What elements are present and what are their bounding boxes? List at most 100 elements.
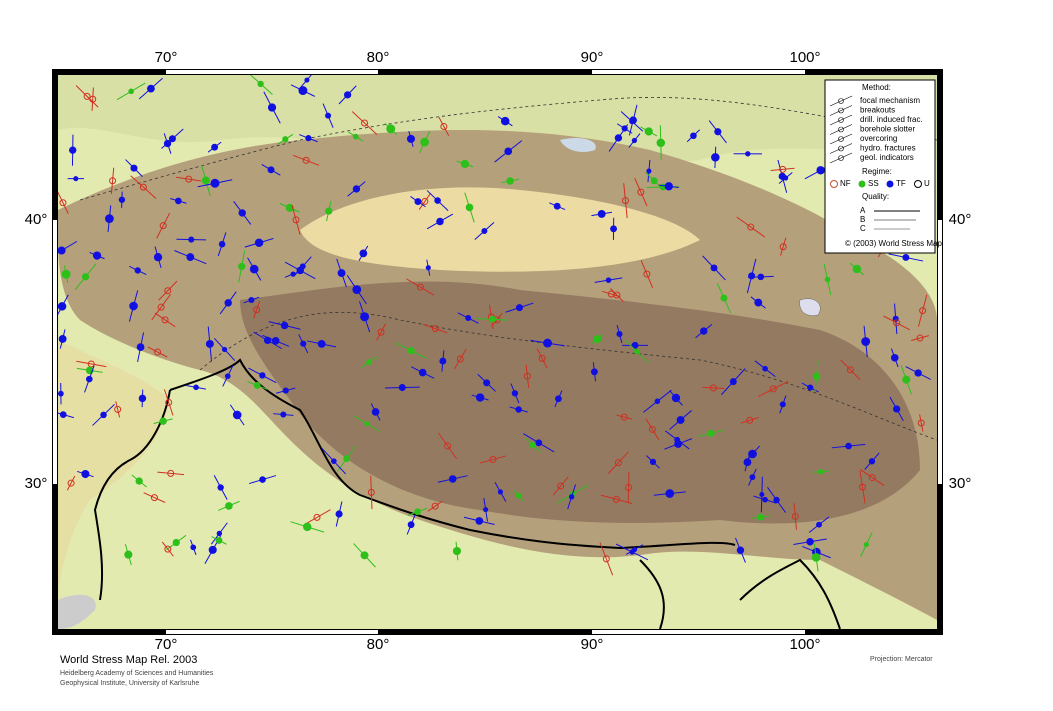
stress-dot — [610, 225, 618, 233]
lon-label: 100° — [789, 49, 820, 66]
stress-bar — [757, 380, 789, 398]
lon-label: 70° — [155, 49, 178, 66]
stress-dot — [407, 521, 415, 529]
stress-dot — [890, 353, 899, 362]
stress-dot — [497, 489, 504, 495]
stress-bar — [453, 348, 467, 370]
stress-dot — [816, 166, 825, 175]
stress-dot — [637, 188, 645, 196]
method-symbol — [838, 145, 844, 152]
stress-bar — [634, 178, 648, 207]
stress-dot — [92, 251, 102, 260]
stress-dot — [779, 401, 786, 408]
stress-dot — [779, 243, 787, 251]
stress-bar — [351, 111, 378, 135]
stress-dot — [893, 319, 901, 327]
stress-dot — [555, 395, 562, 403]
stress-bar — [736, 216, 766, 238]
stress-dot — [361, 119, 369, 127]
stress-dot — [186, 253, 195, 262]
stress-dot — [360, 551, 369, 560]
stress-dot — [205, 339, 214, 348]
stress-dot — [919, 307, 927, 315]
stress-dot — [674, 436, 681, 443]
method-symbol — [829, 124, 853, 135]
stress-dot — [791, 512, 799, 520]
stress-dot — [515, 492, 522, 499]
stress-dot — [620, 413, 628, 421]
stress-bar — [779, 237, 787, 256]
stress-dot — [649, 458, 657, 466]
stress-bar — [770, 167, 795, 171]
stress-dot — [416, 283, 424, 291]
stress-dot — [676, 416, 685, 424]
stress-bar — [623, 183, 628, 219]
stress-bar — [422, 323, 448, 334]
stress-dot — [757, 273, 765, 281]
stress-dot — [664, 182, 674, 191]
stress-dot — [313, 513, 321, 521]
stress-dot — [846, 366, 854, 374]
stress-dot — [614, 134, 623, 142]
stress-dot — [690, 132, 697, 140]
stress-dot — [208, 545, 217, 554]
stress-dot — [535, 439, 543, 447]
stress-dot — [481, 228, 488, 234]
stress-dot — [650, 177, 658, 185]
stress-dot — [720, 294, 728, 302]
stress-dot — [352, 185, 361, 193]
method-symbol — [829, 95, 853, 107]
stress-dot — [597, 209, 606, 218]
stress-bar — [115, 401, 121, 418]
stress-dot — [352, 133, 359, 140]
stress-dot — [783, 175, 789, 181]
stress-dot — [61, 269, 71, 279]
legend-item: hydro. fractures — [860, 144, 916, 153]
stress-dot — [58, 390, 64, 397]
stress-markers — [58, 75, 931, 576]
stress-dot — [460, 159, 470, 169]
stress-dot — [818, 468, 824, 475]
stress-dot — [500, 116, 510, 126]
stress-dot — [648, 425, 656, 433]
stress-dot — [745, 151, 751, 157]
stress-dot — [337, 269, 346, 278]
stress-dot — [523, 372, 531, 380]
stress-dot — [331, 458, 337, 464]
stress-bar — [740, 416, 759, 424]
stress-dot — [238, 262, 246, 271]
stress-dot — [225, 502, 233, 510]
stress-dot — [105, 214, 114, 224]
stress-dot — [59, 199, 67, 207]
stress-dot — [448, 475, 457, 483]
stress-dot — [917, 419, 925, 427]
lon-label: 90° — [581, 49, 604, 66]
stress-dot — [762, 365, 768, 372]
stress-dot — [124, 550, 133, 559]
stress-dot — [852, 264, 862, 274]
stress-dot — [267, 103, 277, 112]
stress-dot — [444, 442, 452, 450]
stress-dot — [621, 125, 628, 132]
stress-dot — [475, 517, 484, 525]
stress-dot — [248, 296, 255, 304]
stress-dot — [621, 197, 629, 205]
lon-label: 100° — [789, 636, 820, 653]
stress-bar — [610, 288, 624, 303]
stress-dot — [172, 538, 180, 547]
stress-dot — [590, 368, 598, 376]
stress-dot — [224, 373, 231, 379]
stress-dot — [232, 410, 242, 420]
lon-label: 80° — [367, 49, 390, 66]
stress-dot — [168, 135, 176, 143]
stress-dot — [81, 273, 90, 281]
stress-dot — [114, 405, 122, 413]
stress-dot — [302, 156, 310, 164]
stress-dot — [431, 325, 439, 333]
stress-bar — [911, 335, 929, 341]
stress-dot — [644, 127, 653, 136]
stress-dot — [483, 379, 491, 387]
stress-dot — [135, 477, 143, 485]
stress-bar — [406, 278, 435, 296]
stress-bar — [176, 176, 202, 182]
